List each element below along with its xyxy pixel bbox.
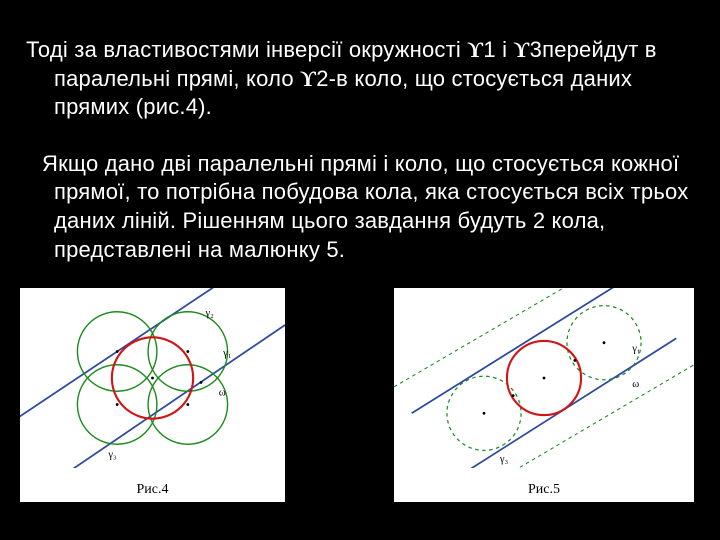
gamma-1: ϒ: [467, 37, 483, 62]
svg-text:γ₁: γ₁: [222, 348, 231, 359]
svg-text:γ₃: γ₃: [499, 454, 509, 465]
figure-4-plot: γ₂ γ₁ ω γ₃: [20, 288, 285, 468]
svg-text:ω: ω: [219, 388, 226, 399]
gamma-3: ϒ: [300, 66, 316, 91]
svg-text:γ₂: γ₂: [205, 308, 215, 319]
svg-text:γ₃: γ₃: [107, 450, 117, 461]
paragraph-1: Тоді за властивостями інверсії окружност…: [26, 36, 694, 122]
figure-5-caption: Рис.5: [394, 482, 694, 498]
figure-5: γ₁ ω γ₃ Рис.5: [394, 288, 694, 502]
gamma-2: ϒ: [514, 37, 530, 62]
p1-seg-b: 1 і: [483, 37, 513, 62]
figure-4-caption: Рис.4: [20, 482, 285, 498]
p1-seg-a: Тоді за властивостями інверсії окружност…: [26, 37, 467, 62]
figure-4: γ₂ γ₁ ω γ₃ Рис.4: [20, 288, 285, 502]
svg-text:γ₁: γ₁: [631, 344, 640, 355]
svg-text:ω: ω: [632, 379, 639, 390]
figures-row: γ₂γ₁ωγ₃ Рис.4 γ₁ωγ₃ Рис.5: [26, 288, 694, 502]
slide: Тоді за властивостями інверсії окружност…: [0, 0, 720, 540]
figure-5-plot: γ₁ ω γ₃: [394, 288, 694, 468]
paragraph-2: Якщо дано дві паралельні прямі і коло, щ…: [26, 150, 694, 264]
